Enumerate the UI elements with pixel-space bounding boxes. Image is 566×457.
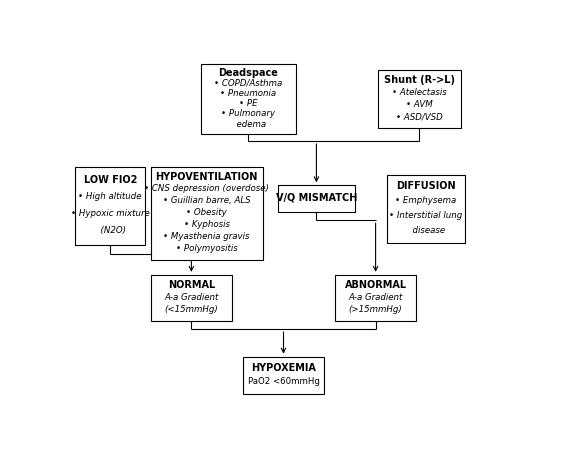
Bar xyxy=(278,185,355,212)
Text: edema: edema xyxy=(231,120,266,128)
Text: • Guillian barre, ALS: • Guillian barre, ALS xyxy=(163,196,251,205)
Text: HYPOXEMIA: HYPOXEMIA xyxy=(251,362,316,372)
Bar xyxy=(378,70,461,128)
Text: (N2O): (N2O) xyxy=(95,226,126,235)
Text: • Emphysema: • Emphysema xyxy=(396,197,457,205)
Text: • PE: • PE xyxy=(239,99,258,108)
Bar xyxy=(201,64,295,134)
Text: V/Q MISMATCH: V/Q MISMATCH xyxy=(276,192,357,202)
Text: • AVM: • AVM xyxy=(406,100,433,109)
Text: • High altitude: • High altitude xyxy=(79,192,142,202)
Bar xyxy=(151,275,232,320)
Text: • Interstitial lung: • Interstitial lung xyxy=(389,211,462,220)
Text: • Atelectasis: • Atelectasis xyxy=(392,88,447,96)
Bar xyxy=(151,166,263,260)
Text: • Hypoxic mixture: • Hypoxic mixture xyxy=(71,209,149,218)
Text: • Pulmonary: • Pulmonary xyxy=(221,109,276,118)
Text: ABNORMAL: ABNORMAL xyxy=(345,280,407,290)
Text: • Pneumonia: • Pneumonia xyxy=(220,89,276,98)
Bar xyxy=(387,175,465,243)
Text: DIFFUSION: DIFFUSION xyxy=(396,181,456,191)
Text: PaO2 <60mmHg: PaO2 <60mmHg xyxy=(247,377,319,386)
Text: Shunt (R->L): Shunt (R->L) xyxy=(384,75,455,85)
Text: Deadspace: Deadspace xyxy=(218,68,278,78)
Text: • Polymyositis: • Polymyositis xyxy=(176,244,238,253)
Text: A-a Gradient: A-a Gradient xyxy=(164,292,218,302)
Text: • Myasthenia gravis: • Myasthenia gravis xyxy=(164,232,250,241)
Text: A-a Gradient: A-a Gradient xyxy=(349,292,403,302)
Text: • ASD/VSD: • ASD/VSD xyxy=(396,112,443,121)
Text: (>15mmHg): (>15mmHg) xyxy=(349,305,402,314)
Text: • Obesity: • Obesity xyxy=(186,208,227,217)
Text: NORMAL: NORMAL xyxy=(168,280,215,290)
Bar xyxy=(335,275,416,320)
Text: LOW FIO2: LOW FIO2 xyxy=(84,175,137,185)
Bar xyxy=(75,167,145,245)
Text: (<15mmHg): (<15mmHg) xyxy=(165,305,218,314)
Text: • COPD/Asthma: • COPD/Asthma xyxy=(215,79,282,87)
Text: disease: disease xyxy=(407,226,445,235)
Bar xyxy=(243,356,324,393)
Text: • CNS depression (overdose): • CNS depression (overdose) xyxy=(144,184,269,193)
Text: • Kyphosis: • Kyphosis xyxy=(184,220,230,229)
Text: HYPOVENTILATION: HYPOVENTILATION xyxy=(156,171,258,181)
